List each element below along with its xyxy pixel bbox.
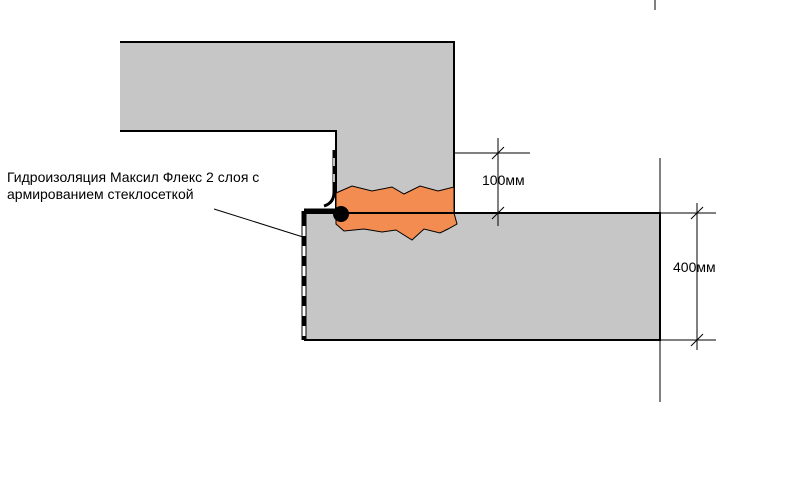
waterproofing-membrane <box>301 150 336 340</box>
annotation-line1: Гидроизоляция Максил Флекс 2 слоя с <box>7 169 259 185</box>
slab-thickness-label: 400мм <box>673 259 716 275</box>
annotation-line2: армированием стеклосеткой <box>7 186 194 202</box>
sealing-cord <box>333 206 349 222</box>
lower-concrete-slab <box>304 212 661 341</box>
annotation-leader <box>213 208 304 238</box>
dimension-joint <box>454 138 530 226</box>
joint-gap-label: 100мм <box>482 172 525 188</box>
dimension-slab <box>659 158 716 402</box>
